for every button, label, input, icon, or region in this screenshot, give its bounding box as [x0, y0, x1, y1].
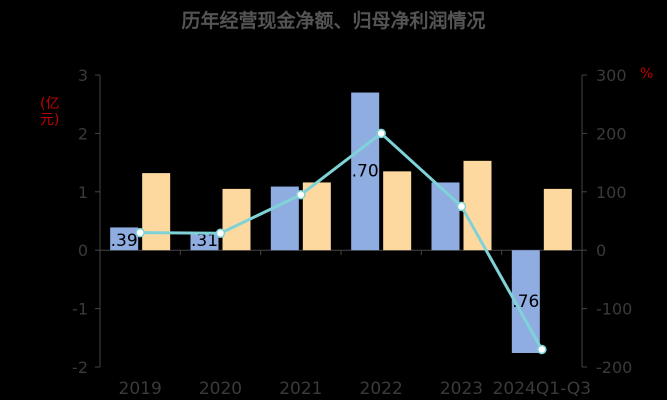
bar-series-2	[543, 188, 572, 251]
bar-series-2	[302, 182, 331, 251]
x-axis-tick-label: 2021	[279, 379, 322, 399]
bar-data-label: .16	[432, 251, 459, 271]
bar-data-label: .39	[111, 231, 138, 251]
line-point	[456, 201, 467, 212]
x-axis-tick-label: 2024Q1-Q3	[493, 379, 591, 399]
x-axis-tick-label: 2023	[440, 379, 483, 399]
bar-data-label: .31	[191, 231, 218, 251]
bar-series-2	[142, 173, 171, 251]
y-axis-left-tick-label: -1	[72, 300, 88, 319]
y-axis-right-tick-label: 200	[596, 124, 627, 143]
bar-data-label: .70	[352, 162, 379, 182]
y-axis-left-tick-label: -2	[72, 358, 88, 377]
bar-series-2	[383, 171, 412, 251]
bar-series-1	[110, 227, 139, 251]
y-axis-right-tick-label: 300	[596, 66, 627, 85]
line-point	[135, 227, 145, 238]
y-axis-left-tick-label: 3	[78, 66, 88, 85]
line-series	[140, 131, 544, 351]
y-axis-left-tick-label: 1	[78, 183, 88, 202]
chart-title: 历年经营现金净额、归母净利润情况	[181, 10, 486, 32]
y-axis-right-tick-label: -200	[596, 358, 632, 377]
line-point	[376, 128, 386, 139]
line-point	[215, 228, 226, 239]
y-axis-right-title: %	[640, 66, 654, 82]
y-axis-right-tick-label: -100	[596, 300, 632, 319]
bar-series-1	[190, 232, 219, 251]
y-axis-left-tick-label: 0	[78, 241, 88, 260]
y-axis-right-tick-label: 100	[596, 183, 627, 202]
y-axis-left-title: (亿元)	[40, 96, 60, 128]
y-axis-left-tick-label: 2	[78, 124, 88, 143]
x-axis-tick-label: 2019	[119, 379, 162, 399]
bar-data-label: .09	[271, 256, 298, 276]
line-point	[296, 189, 306, 200]
x-axis-tick-label: 2020	[199, 379, 242, 399]
bar-series-1	[351, 92, 380, 251]
line-point	[537, 344, 547, 355]
x-axis-tick-label: 2022	[360, 379, 403, 399]
y-axis-right-tick-label: 0	[596, 241, 606, 260]
